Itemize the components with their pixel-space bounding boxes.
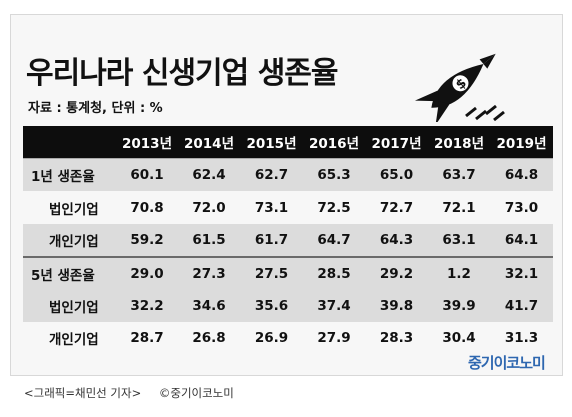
table-cell: 27.9 bbox=[303, 322, 365, 355]
table-cell: 72.5 bbox=[303, 191, 365, 225]
table-body: 1년 생존율 60.1 62.4 62.7 65.3 65.0 63.7 64.8 법인기업 70… bbox=[23, 158, 553, 355]
table-cell: 73.0 bbox=[490, 191, 553, 225]
row-label: 5년 생존율 bbox=[23, 255, 116, 290]
row-label: 법인기업 bbox=[23, 289, 116, 323]
table-cell: 73.1 bbox=[240, 191, 303, 225]
table-cell: 31.3 bbox=[490, 322, 553, 355]
table-cell: 41.7 bbox=[490, 289, 553, 323]
table-cell: 26.8 bbox=[178, 322, 240, 355]
table-cell: 29.0 bbox=[116, 255, 178, 290]
infographic-title: 우리나라 신생기업 생존율 bbox=[26, 56, 338, 91]
table-cell: 70.8 bbox=[116, 191, 178, 225]
table-cell: 28.5 bbox=[303, 255, 365, 290]
row-label: 법인기업 bbox=[23, 191, 116, 225]
table-cell: 64.1 bbox=[490, 224, 553, 257]
source-note: 자료 : 통계청, 단위 : % bbox=[28, 101, 163, 116]
column-header: 2016년 bbox=[303, 126, 365, 159]
column-header: 2013년 bbox=[116, 126, 178, 159]
table-cell: 65.3 bbox=[303, 158, 365, 192]
table-row: 5년 생존율 29.0 27.3 27.5 28.5 29.2 1.2 32.1 bbox=[23, 255, 553, 290]
table-row: 개인기업 59.2 61.5 61.7 64.7 64.3 63.1 64.1 bbox=[23, 224, 553, 257]
table-cell: 60.1 bbox=[116, 158, 178, 192]
table-cell: 1.2 bbox=[428, 255, 490, 290]
table-cell: 35.6 bbox=[240, 289, 303, 323]
table-cell: 62.7 bbox=[240, 158, 303, 192]
table-cell: 32.2 bbox=[116, 289, 178, 323]
table-cell: 34.6 bbox=[178, 289, 240, 323]
table-cell: 64.7 bbox=[303, 224, 365, 257]
table-row: 1년 생존율 60.1 62.4 62.7 65.3 65.0 63.7 64.8 bbox=[23, 158, 553, 192]
table-cell: 65.0 bbox=[365, 158, 428, 192]
table-cell: 29.2 bbox=[365, 255, 428, 290]
row-label: 1년 생존율 bbox=[23, 158, 116, 192]
table-cell: 61.7 bbox=[240, 224, 303, 257]
caption: <그래픽=채민선 기자> ©중기이코노미 bbox=[24, 385, 248, 401]
copyright-notice: ©중기이코노미 bbox=[158, 386, 234, 400]
table-cell: 59.2 bbox=[116, 224, 178, 257]
table-cell: 63.1 bbox=[428, 224, 490, 257]
column-header: 2015년 bbox=[240, 126, 303, 159]
column-header: 2014년 bbox=[178, 126, 240, 159]
table-cell: 72.7 bbox=[365, 191, 428, 225]
graphic-credit: <그래픽=채민선 기자> bbox=[24, 386, 142, 400]
table-row: 법인기업 32.2 34.6 35.6 37.4 39.8 39.9 41.7 bbox=[23, 289, 553, 323]
table-row: 법인기업 70.8 72.0 73.1 72.5 72.7 72.1 73.0 bbox=[23, 191, 553, 225]
table-cell: 64.8 bbox=[490, 158, 553, 192]
table-cell: 39.9 bbox=[428, 289, 490, 323]
rocket-icon: $ bbox=[414, 53, 505, 122]
survival-rate-table: 2013년 2014년 2015년 2016년 2017년 2018년 2019년 1년 생… bbox=[23, 126, 553, 355]
table-cell: 28.7 bbox=[116, 322, 178, 355]
table-cell: 63.7 bbox=[428, 158, 490, 192]
table-cell: 39.8 bbox=[365, 289, 428, 323]
table-cell: 28.3 bbox=[365, 322, 428, 355]
table-cell: 30.4 bbox=[428, 322, 490, 355]
table-cell: 62.4 bbox=[178, 158, 240, 192]
table-cell: 61.5 bbox=[178, 224, 240, 257]
table-header-row: 2013년 2014년 2015년 2016년 2017년 2018년 2019년 bbox=[23, 126, 553, 159]
row-label: 개인기업 bbox=[23, 322, 116, 355]
column-header: 2018년 bbox=[428, 126, 490, 159]
row-label: 개인기업 bbox=[23, 224, 116, 257]
column-header: 2019년 bbox=[490, 126, 553, 159]
table-row: 개인기업 28.7 26.8 26.9 27.9 28.3 30.4 31.3 bbox=[23, 322, 553, 355]
table-cell: 26.9 bbox=[240, 322, 303, 355]
table-cell: 72.1 bbox=[428, 191, 490, 225]
table-cell: 32.1 bbox=[490, 255, 553, 290]
table-cell: 27.3 bbox=[178, 255, 240, 290]
table-cell: 72.0 bbox=[178, 191, 240, 225]
table-cell: 64.3 bbox=[365, 224, 428, 257]
column-header: 2017년 bbox=[365, 126, 428, 159]
table-cell: 37.4 bbox=[303, 289, 365, 323]
table-cell: 27.5 bbox=[240, 255, 303, 290]
table-corner bbox=[23, 126, 116, 159]
publisher-logo: 중기이코노미 bbox=[468, 354, 546, 372]
